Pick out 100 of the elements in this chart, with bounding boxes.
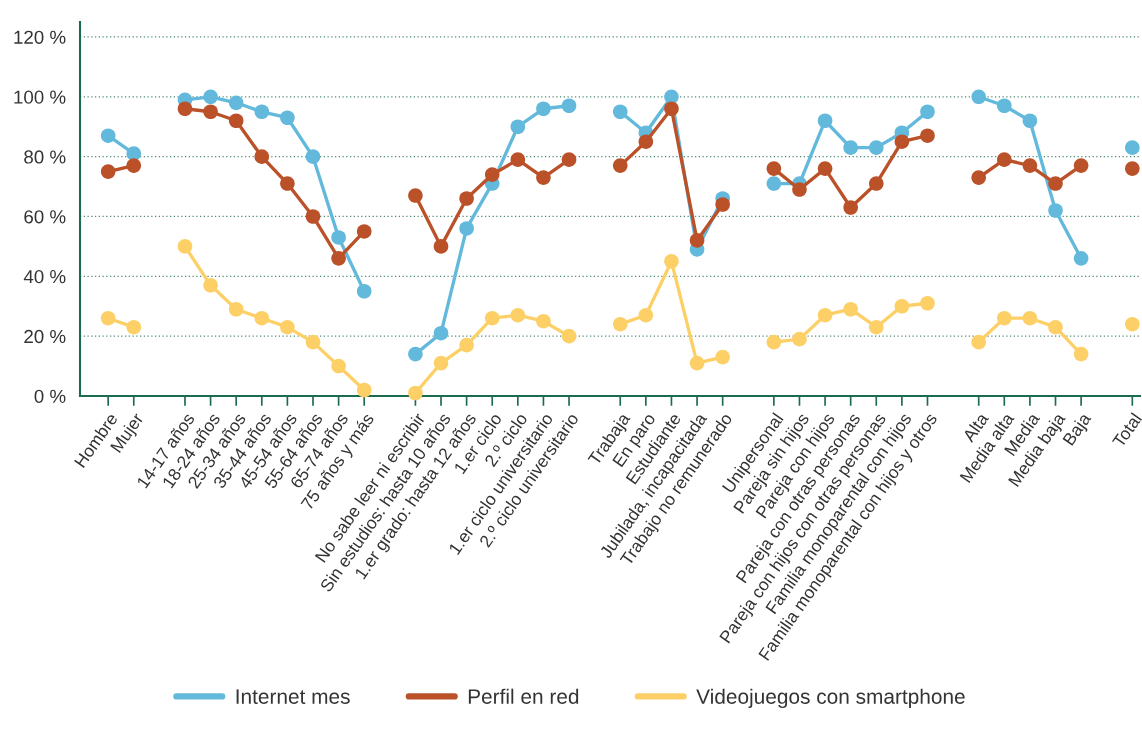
point — [894, 298, 910, 314]
point — [177, 101, 193, 117]
point — [612, 104, 628, 120]
point — [280, 110, 295, 126]
point — [536, 313, 551, 329]
point — [766, 176, 782, 191]
point — [408, 346, 423, 362]
point — [843, 200, 858, 215]
point — [459, 221, 474, 236]
y-tick-label: 80 % — [24, 150, 66, 164]
point — [561, 98, 577, 114]
point — [510, 152, 526, 167]
point — [203, 89, 218, 105]
point — [228, 301, 244, 317]
point — [894, 134, 910, 149]
point — [664, 254, 679, 269]
point — [920, 104, 935, 120]
point — [561, 152, 577, 167]
point — [510, 307, 526, 323]
point — [177, 239, 193, 254]
point — [1125, 316, 1140, 332]
point — [766, 161, 782, 176]
legend-label: Videojuegos con smartphone — [696, 688, 965, 709]
point — [100, 310, 116, 326]
point — [1073, 346, 1089, 362]
point — [638, 307, 654, 323]
point — [331, 230, 346, 245]
point — [868, 140, 884, 155]
point — [254, 104, 270, 120]
legend-label: Perfil en red — [468, 688, 579, 704]
point — [817, 307, 833, 323]
point — [305, 149, 321, 164]
point — [408, 188, 423, 203]
point — [715, 197, 730, 212]
point — [638, 134, 654, 149]
y-tick-label: 0 % — [34, 389, 66, 403]
point — [536, 101, 551, 117]
point — [356, 382, 372, 398]
point — [126, 319, 142, 335]
point — [1048, 203, 1063, 218]
point — [1048, 176, 1063, 191]
point — [459, 191, 474, 206]
point — [1022, 113, 1038, 129]
point — [664, 89, 679, 105]
point — [715, 349, 730, 365]
point — [920, 295, 935, 311]
y-tick-label: 60 % — [24, 210, 66, 224]
point — [459, 337, 474, 353]
point — [997, 152, 1012, 167]
point — [843, 301, 858, 317]
point — [766, 334, 782, 350]
point — [997, 98, 1012, 114]
point — [1125, 140, 1140, 155]
point — [331, 251, 346, 266]
point — [100, 128, 116, 143]
point — [433, 355, 449, 371]
y-tick-label: 100 % — [14, 90, 66, 104]
point — [843, 140, 858, 155]
point — [510, 119, 526, 135]
point — [1073, 158, 1089, 173]
point — [331, 358, 346, 374]
point — [817, 161, 833, 176]
point — [356, 283, 372, 299]
point — [1048, 319, 1063, 335]
point — [536, 170, 551, 185]
point — [689, 355, 705, 371]
point — [1022, 310, 1038, 326]
y-tick-label: 40 % — [23, 270, 66, 284]
point — [971, 89, 986, 105]
point — [484, 310, 500, 326]
legend-label: Internet mes — [236, 689, 350, 704]
point — [100, 164, 116, 179]
point — [228, 113, 244, 129]
point — [868, 176, 884, 191]
point — [1073, 251, 1089, 266]
point — [1125, 161, 1140, 176]
point — [433, 239, 449, 254]
point — [254, 310, 270, 326]
point — [203, 104, 218, 120]
point — [484, 167, 500, 182]
point — [997, 310, 1012, 326]
point — [1022, 158, 1038, 173]
y-tick-label: 120 % — [14, 30, 66, 44]
point — [203, 278, 218, 293]
point — [664, 101, 679, 117]
x-tick-label: Alta — [961, 411, 990, 444]
point — [305, 209, 321, 224]
point — [612, 158, 628, 173]
point — [920, 128, 935, 143]
point — [433, 325, 449, 341]
point — [408, 385, 423, 401]
point — [280, 319, 295, 335]
point — [126, 158, 142, 173]
point — [561, 328, 577, 344]
point — [305, 334, 321, 350]
point — [817, 113, 833, 129]
point — [356, 224, 372, 239]
point — [971, 334, 986, 350]
point — [868, 319, 884, 335]
point — [254, 149, 270, 164]
